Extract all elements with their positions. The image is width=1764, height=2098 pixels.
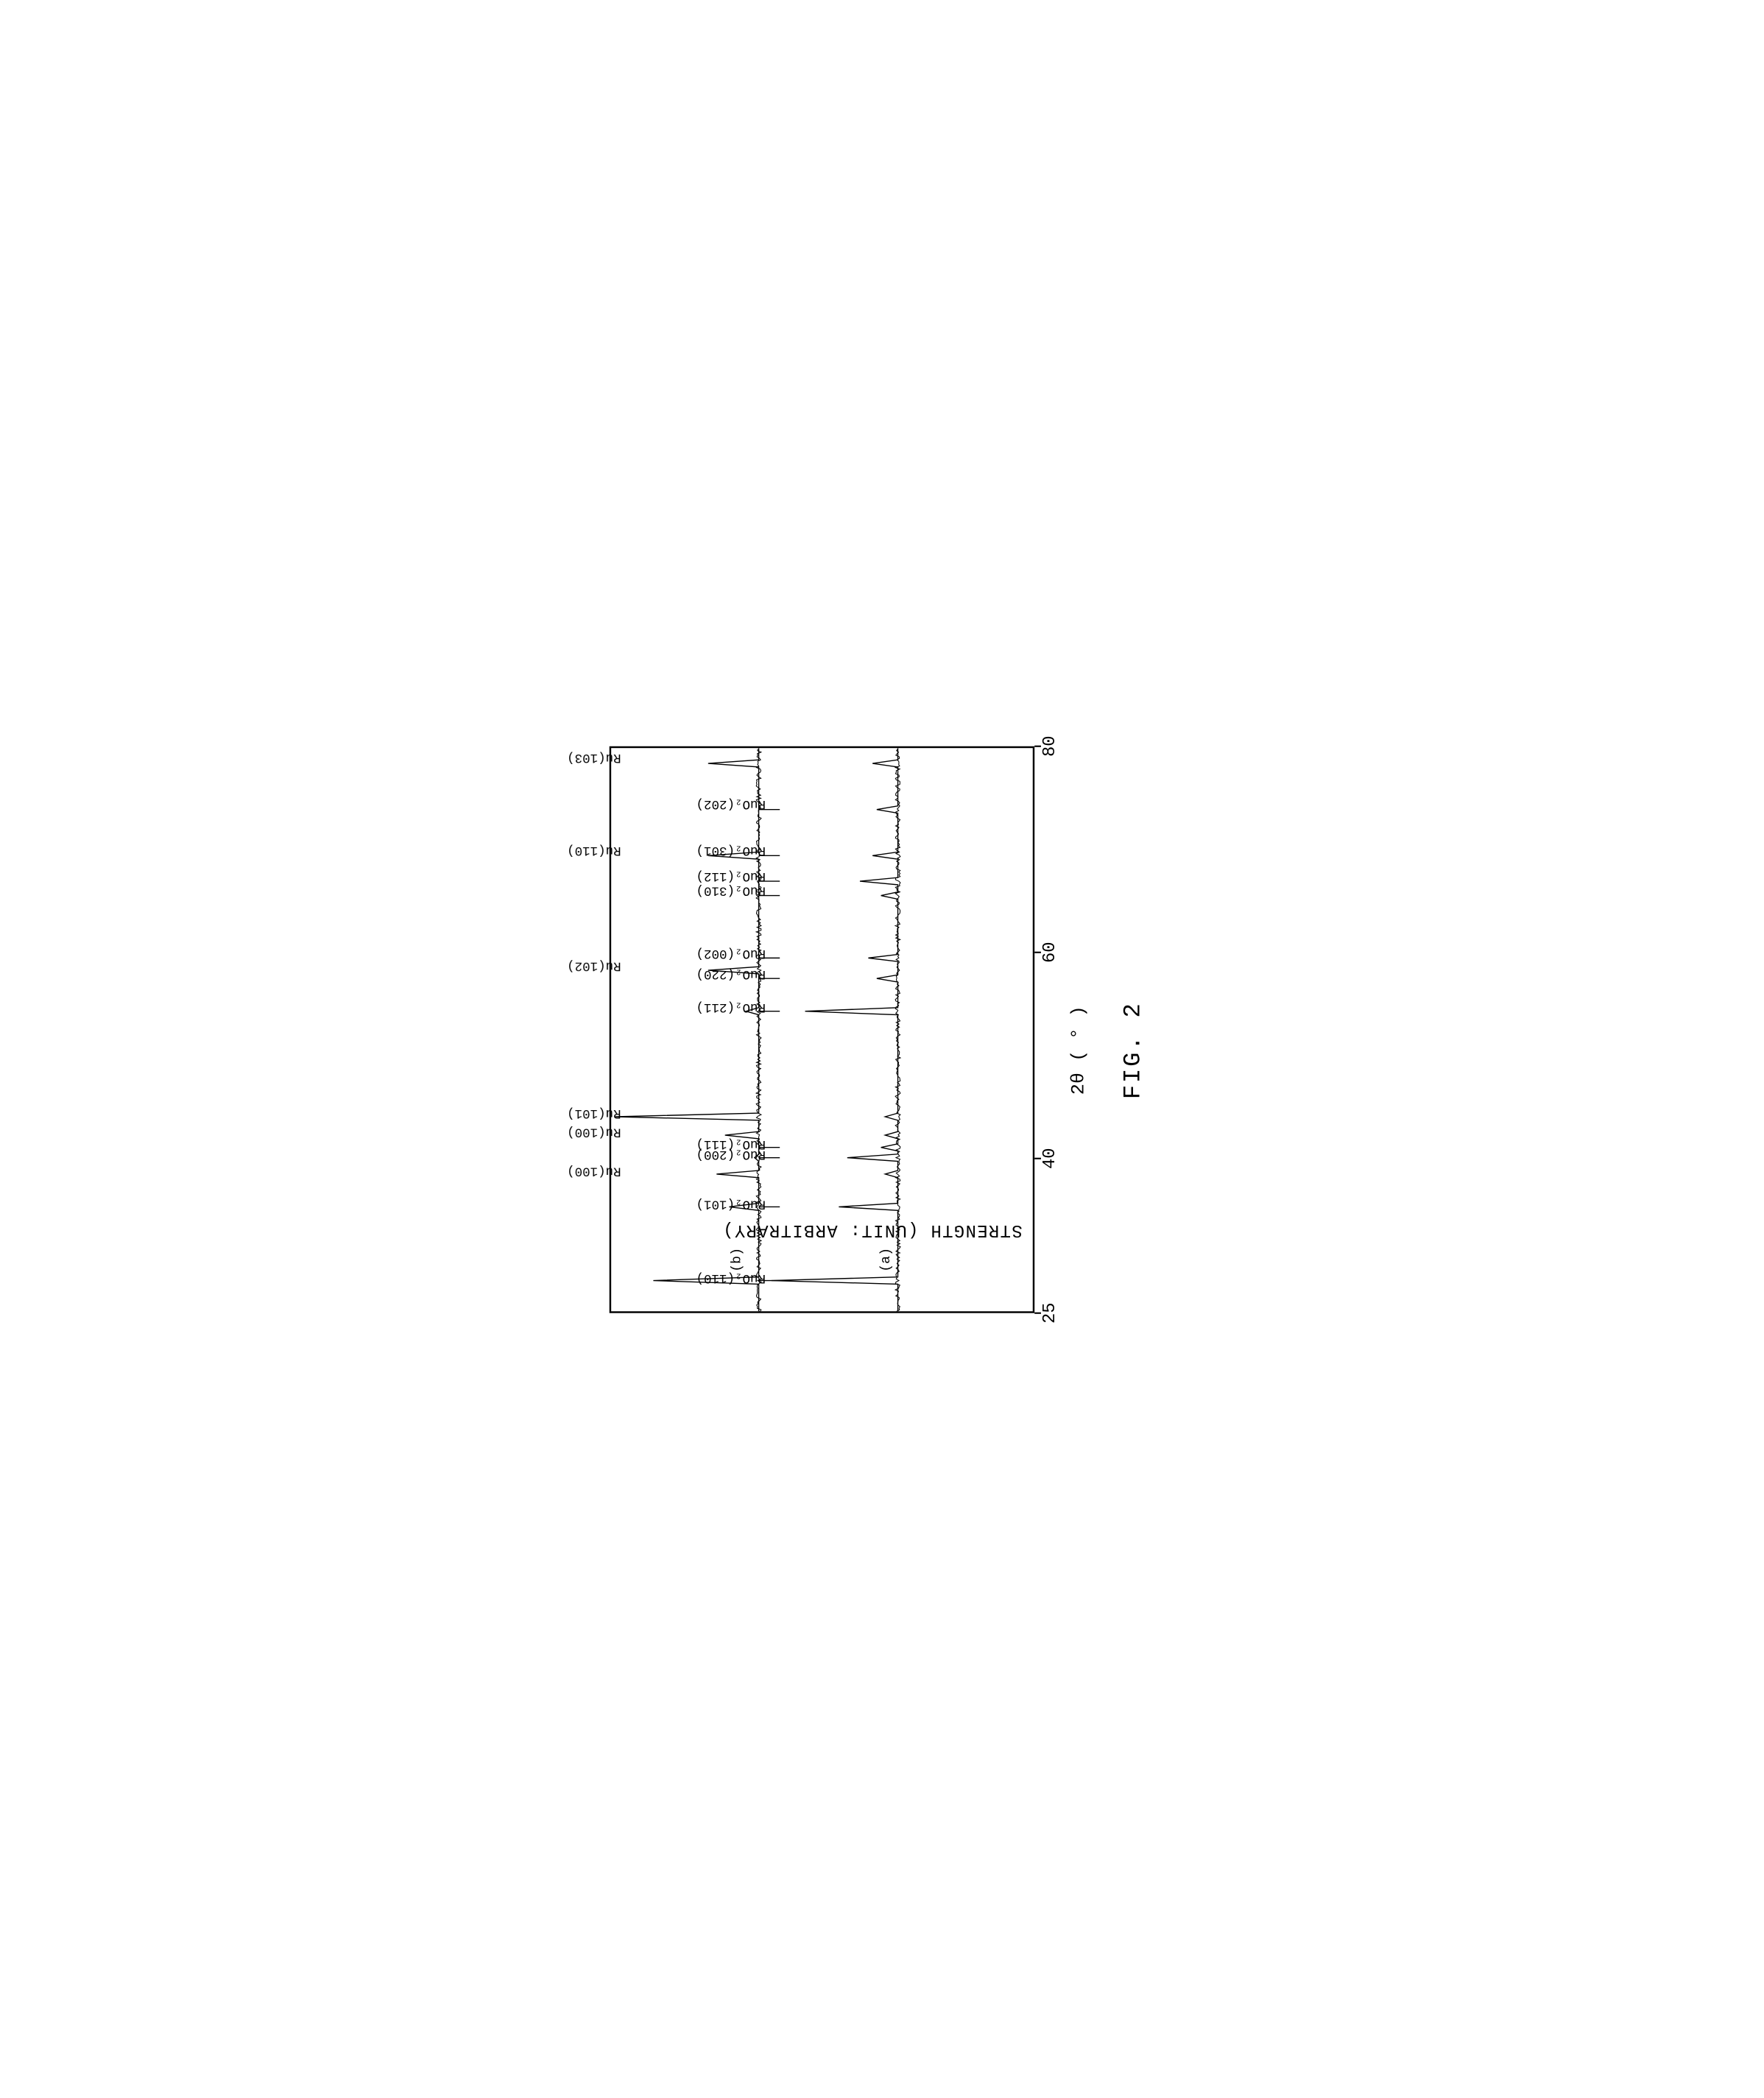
x-tick-label: 40 [1040,1148,1059,1169]
peak-label-ruo2: RuO₂(202) [696,797,766,812]
series-label: (a) [878,1248,894,1272]
peak-label-ruo2: RuO₂(211) [696,1000,766,1014]
peak-label-ruo2: RuO₂(110) [696,1271,766,1286]
peak-label-ruo2: RuO₂(101) [696,1197,766,1212]
figure-label: FIG. 2 [1120,1001,1147,1099]
x-tick-mark [1034,1313,1041,1314]
x-tick-label: 60 [1040,942,1059,963]
xrd-plot [611,748,1033,1311]
rotated-chart: STRENGTH (UNIT: ARBITRARY) 25406080 RuO₂… [574,687,1191,1411]
x-tick-mark [1034,1158,1041,1159]
x-tick-label: 80 [1040,735,1059,757]
peak-label-ruo2: RuO₂(002) [696,947,766,961]
peak-label-ru: Ru(100) [567,1164,621,1179]
x-axis-label: 2θ ( ° ) [1068,1006,1090,1095]
peak-label-ruo2: RuO₂(310) [696,883,766,898]
peak-label-ruo2: RuO₂(220) [696,967,766,982]
plot-area [610,746,1034,1313]
peak-label-ru: Ru(110) [567,844,621,858]
peak-label-ru: Ru(103) [567,751,621,766]
series-label: (b) [729,1248,744,1272]
peak-label-ruo2: RuO₂(112) [696,869,766,884]
figure-container: STRENGTH (UNIT: ARBITRARY) 25406080 RuO₂… [579,687,1186,1411]
peak-label-ru: Ru(102) [567,958,621,973]
peak-label-ru: Ru(100) [567,1125,621,1140]
x-tick-label: 25 [1040,1302,1059,1324]
peak-label-ruo2: RuO₂(111) [696,1137,766,1152]
peak-label-ru: Ru(101) [567,1106,621,1121]
x-tick-mark [1034,952,1041,953]
chart-wrapper: STRENGTH (UNIT: ARBITRARY) 25406080 RuO₂… [589,721,1156,1380]
peak-label-ruo2: RuO₂(301) [696,844,766,858]
x-tick-mark [1034,746,1041,747]
